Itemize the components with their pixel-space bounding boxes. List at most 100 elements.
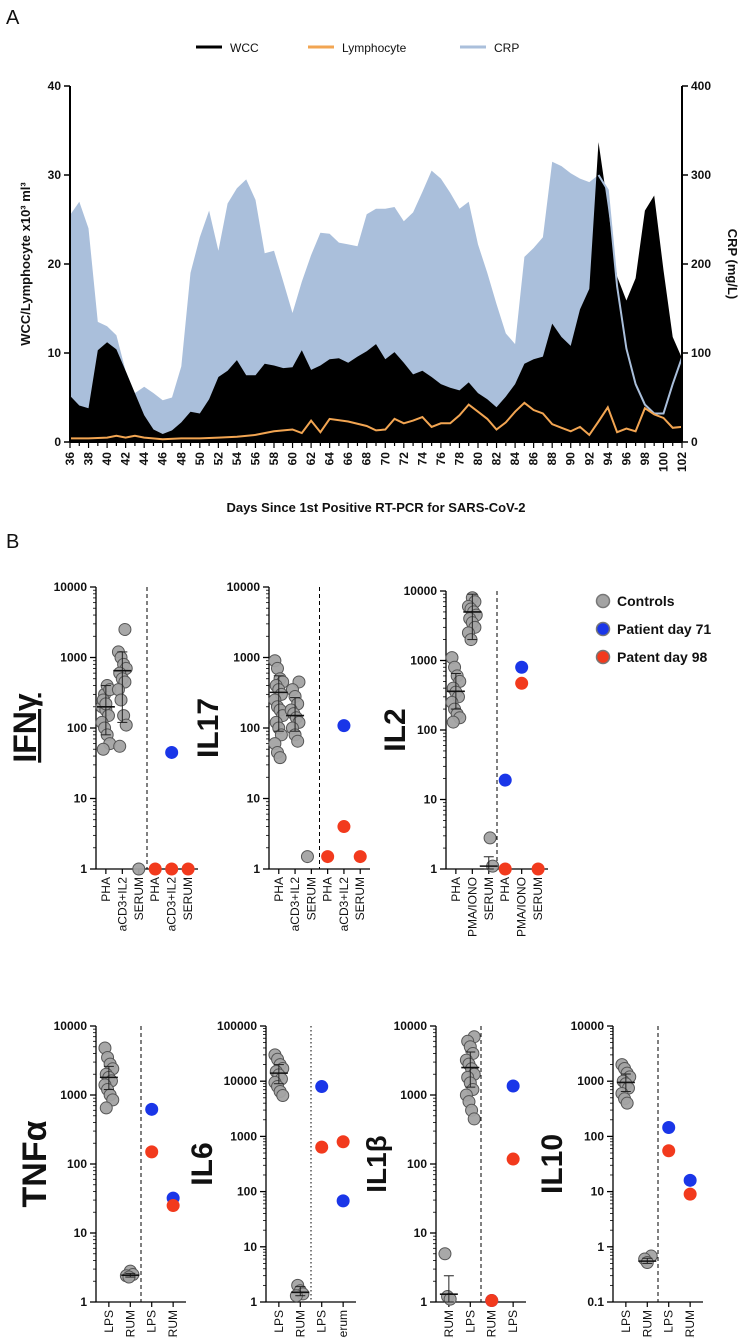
x-tick-label: 48 (174, 452, 188, 466)
y-axis-title: WCC/Lymphocyte x10³ ml³ (18, 182, 33, 346)
y-tick-label: 100 (67, 1157, 87, 1171)
x-tick-label: SERUM (640, 1310, 654, 1338)
legend-label: Patient day 71 (617, 621, 711, 637)
y-tick-label: 0.1 (587, 1295, 604, 1309)
legend-label: Lymphocyte (342, 41, 407, 55)
point-patent-day-98 (353, 850, 367, 864)
x-tick-label: 54 (230, 452, 244, 466)
y2-tick-label: 400 (691, 79, 711, 93)
point-controls (96, 742, 110, 756)
point-patient-day-71 (145, 1102, 159, 1116)
point-patent-day-98 (498, 862, 512, 876)
cytokine-title: IFNγ (7, 693, 43, 763)
x-tick-label: PHA (321, 877, 335, 902)
y-tick-label: 10 (424, 793, 438, 807)
y-tick-label: 10 (74, 792, 88, 806)
point-controls (446, 715, 460, 729)
x-tick-label: SERUM (683, 1310, 697, 1338)
x-tick-label: aCD3+IL2 (165, 877, 179, 932)
point-patient-day-71 (515, 660, 529, 674)
x-tick-label: aCD3+IL2 (337, 877, 351, 932)
point-patent-day-98 (683, 1187, 697, 1201)
y-tick-label: 100 (407, 1157, 427, 1171)
point-patient-day-71 (683, 1173, 697, 1187)
y-tick-label: 1 (250, 1295, 257, 1309)
point-controls (443, 1292, 457, 1306)
legend-swatch (595, 649, 611, 665)
y-tick-label: 100000 (217, 1019, 257, 1033)
panel-label-b: B (6, 531, 19, 553)
y2-tick-label: 100 (691, 346, 711, 360)
point-controls (291, 734, 305, 748)
y-tick-label: 10000 (227, 580, 261, 594)
x-tick-label: PHA (498, 877, 512, 902)
point-patent-day-98 (315, 1140, 329, 1154)
x-tick-label: 38 (82, 452, 96, 466)
x-tick-label: 56 (248, 452, 262, 466)
point-controls (438, 1247, 452, 1261)
x-axis-title: Days Since 1st Positive RT-PCR for SARS-… (226, 500, 525, 515)
x-tick-label: 90 (564, 452, 578, 466)
x-tick-label: 88 (545, 452, 559, 466)
x-tick-label: aCD3+IL2 (288, 877, 302, 932)
x-tick-label: 66 (341, 452, 355, 466)
cytokine-chart-tnfα: 1 10 100 1000 10000 LPS SERUM LPS SERUM TNFα (16, 1019, 186, 1338)
x-tick-label: SERUM (166, 1310, 180, 1338)
point-controls (274, 728, 288, 742)
point-controls (483, 831, 497, 845)
x-tick-label: LPS (619, 1310, 633, 1333)
lymphocyte-line (70, 401, 683, 441)
cytokine-title: IL2 (379, 708, 412, 751)
y-tick-label: 1000 (577, 1074, 604, 1088)
cytokine-chart-il1β: 1 10 100 1000 10000 SERUM LPS SERUM LPS IL1β (361, 1019, 526, 1338)
x-tick-label: 70 (378, 452, 392, 466)
wcc-area (70, 142, 682, 442)
legend-label: CRP (494, 41, 519, 55)
x-tick-label: 40 (100, 452, 114, 466)
x-tick-label: 64 (323, 452, 337, 466)
y-tick-label: 1000 (410, 654, 437, 668)
x-tick-label: aCD3+IL2 (115, 877, 129, 932)
y-tick-label: 1 (80, 1295, 87, 1309)
y-tick-label: 100 (417, 723, 437, 737)
x-tick-label: SERUM (304, 877, 318, 920)
x-tick-label: 72 (397, 452, 411, 466)
y-tick-label: 1000 (233, 651, 260, 665)
point-patient-day-71 (315, 1080, 329, 1094)
legend-swatch (595, 621, 611, 637)
y-tick-label: 10000 (54, 580, 88, 594)
y-tick-label: 10000 (54, 1019, 88, 1033)
point-controls (620, 1096, 634, 1110)
x-tick-label: SERUM (531, 877, 545, 920)
x-tick-label: 94 (601, 452, 615, 466)
cytokine-legend: Controls Patient day 71 Patent day 98 (595, 593, 711, 665)
x-tick-label: SERUM (442, 1310, 456, 1338)
point-controls (113, 739, 127, 753)
x-tick-label: 78 (452, 452, 466, 466)
legend-swatch (595, 593, 611, 609)
y-tick-label: 1000 (60, 1088, 87, 1102)
x-tick-label: 82 (490, 452, 504, 466)
point-patient-day-71 (165, 745, 179, 759)
y-tick-label: 1 (80, 862, 87, 876)
point-patent-day-98 (321, 850, 335, 864)
x-tick-label: SERUM (353, 877, 367, 920)
point-patent-day-98 (148, 862, 162, 876)
x-tick-label: 42 (119, 452, 133, 466)
cytokine-title: IL6 (186, 1142, 219, 1185)
x-tick-label: 44 (137, 452, 151, 466)
panel-label-a: A (6, 7, 20, 29)
x-tick-label: 76 (434, 452, 448, 466)
x-tick-label: 74 (415, 452, 429, 466)
x-tick-label: LPS (102, 1310, 116, 1333)
x-tick-label: SERUM (293, 1310, 307, 1338)
legend-label: WCC (230, 41, 259, 55)
cytokine-title: IL1β (361, 1135, 392, 1193)
point-patent-day-98 (485, 1294, 499, 1308)
y-tick-label: 1000 (400, 1088, 427, 1102)
